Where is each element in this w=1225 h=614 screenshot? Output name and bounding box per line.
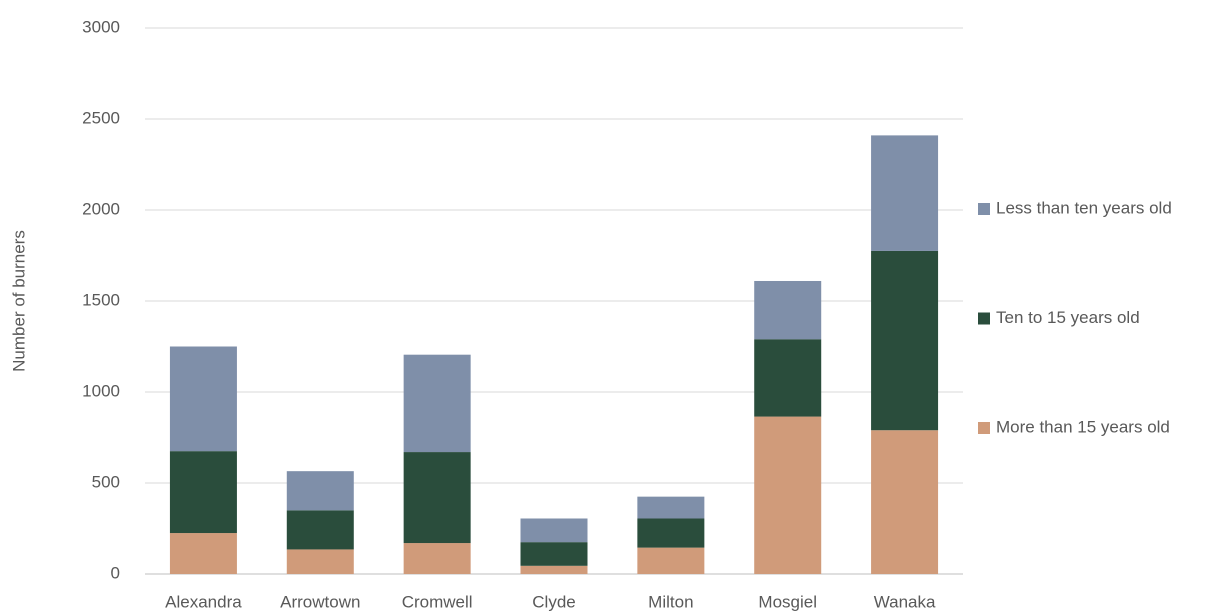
bar-segment (286, 471, 354, 511)
y-tick-label: 2500 (82, 108, 120, 127)
bar-segment (754, 416, 822, 574)
x-tick-label: Alexandra (165, 592, 242, 611)
bar-segment (169, 346, 237, 452)
y-tick-label: 3000 (82, 17, 120, 36)
bar-segment (637, 518, 705, 548)
y-tick-label: 1000 (82, 381, 120, 400)
y-tick-label: 1500 (82, 290, 120, 309)
x-tick-label: Mosgiel (758, 592, 817, 611)
legend-label: More than 15 years old (996, 417, 1170, 436)
bar-segment (871, 135, 939, 251)
y-tick-label: 0 (111, 563, 120, 582)
y-axis-label: Number of burners (9, 230, 28, 372)
bar-segment (169, 533, 237, 574)
legend-swatch (978, 203, 990, 215)
bar-segment (286, 549, 354, 574)
bar-segment (754, 339, 822, 417)
bar-segment (871, 250, 939, 431)
x-tick-label: Clyde (532, 592, 575, 611)
bar-segment (637, 547, 705, 574)
legend-swatch (978, 312, 990, 325)
y-tick-label: 2000 (82, 199, 120, 218)
legend-label: Ten to 15 years old (996, 308, 1140, 327)
bar-segment (520, 542, 588, 566)
bar-segment (286, 510, 354, 550)
x-tick-label: Arrowtown (280, 592, 360, 611)
bar-segment (403, 543, 471, 574)
bar-segment (403, 354, 471, 453)
bar-segment (520, 565, 588, 574)
legend-swatch (978, 422, 990, 434)
bar-segment (637, 496, 705, 519)
y-tick-label: 500 (92, 472, 120, 491)
legend-label: Less than ten years old (996, 198, 1172, 217)
x-tick-label: Milton (648, 592, 693, 611)
x-tick-label: Wanaka (874, 592, 936, 611)
bar-segment (520, 518, 588, 543)
bar-segment (403, 452, 471, 544)
bar-segment (871, 430, 939, 574)
x-tick-label: Cromwell (402, 592, 473, 611)
bar-segment (169, 451, 237, 534)
bar-segment (754, 280, 822, 340)
